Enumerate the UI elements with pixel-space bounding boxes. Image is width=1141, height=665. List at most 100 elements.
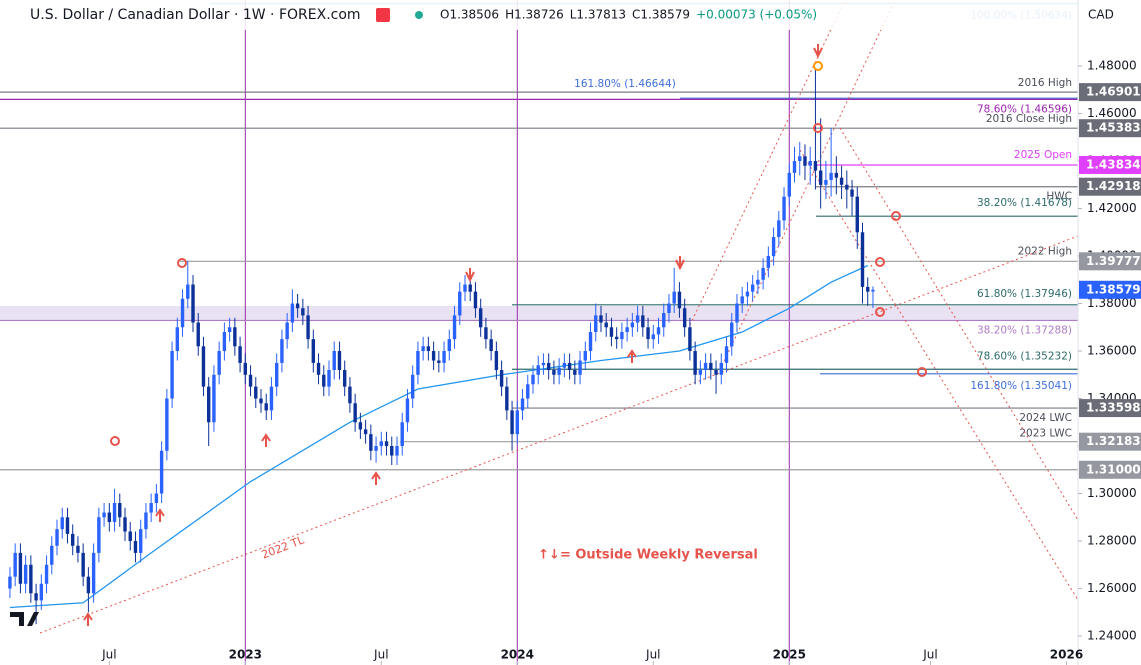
candle-body — [656, 327, 661, 335]
level-label: 2016 Close High — [986, 113, 1072, 125]
trendline — [839, 127, 1079, 521]
candle-body — [860, 232, 865, 287]
candle-body — [295, 303, 300, 309]
candle-body — [118, 503, 122, 518]
candle-body — [599, 315, 603, 323]
candle-body — [254, 386, 258, 399]
candle-body — [264, 403, 268, 411]
candle-body — [761, 267, 765, 280]
candle-body — [792, 161, 797, 173]
candle-body — [625, 327, 629, 333]
x-tick-label: 2024 — [501, 648, 534, 662]
candle-body — [128, 531, 132, 542]
candle-body — [159, 450, 164, 494]
level-label: 161.80% (1.46644) — [574, 78, 676, 90]
candle-body — [714, 370, 718, 375]
candle-body — [442, 351, 446, 363]
price-box-label: 1.46901 — [1086, 85, 1141, 99]
level-label: 2016 High — [1018, 77, 1072, 89]
candle-body — [515, 410, 519, 435]
candle-body — [688, 327, 692, 352]
candle-body — [112, 503, 117, 523]
candle-body — [510, 410, 514, 435]
candle-body — [834, 172, 839, 178]
currency[interactable]: CAD — [1088, 8, 1114, 22]
candle-body — [777, 220, 781, 238]
candle-body — [866, 286, 870, 292]
candle-body — [468, 284, 472, 292]
level-label: 78.60% (1.46596) — [977, 103, 1072, 115]
candle-body — [447, 339, 451, 352]
price-box-label: 1.32183 — [1086, 434, 1141, 448]
price-box — [1079, 155, 1141, 174]
candle-body — [65, 517, 70, 534]
candle-body — [709, 362, 713, 371]
candle-body — [416, 351, 420, 375]
x-tick-label: 2023 — [229, 648, 262, 662]
candle-body — [39, 583, 44, 601]
quote-value: H1.38726 — [505, 8, 564, 22]
candle-body — [505, 386, 509, 411]
trendline — [39, 235, 1079, 634]
candle-body — [71, 533, 75, 546]
candle-body — [44, 564, 49, 584]
candle-body — [452, 315, 457, 340]
candle-body — [274, 362, 279, 387]
logo — [10, 612, 39, 626]
candle-body — [405, 398, 410, 423]
candle-body — [583, 351, 587, 361]
candle-body — [489, 339, 493, 352]
candle-body — [243, 362, 248, 375]
candle-body — [410, 374, 415, 399]
candle-body — [81, 552, 85, 577]
candle-body — [682, 308, 687, 328]
candle-body — [238, 346, 242, 363]
y-tick-label: 1.28000 — [1087, 534, 1137, 548]
candle-body — [217, 351, 221, 375]
candle-body — [154, 493, 159, 504]
x-tick-label: Jul — [101, 648, 116, 662]
quote-value: +0.00073 (+0.05%) — [696, 8, 817, 22]
candle-body — [311, 339, 316, 363]
candle-body — [76, 545, 80, 553]
candle-body — [719, 362, 723, 375]
candle-body — [845, 184, 849, 190]
price-box — [1079, 399, 1141, 418]
price-box-label: 1.45383 — [1086, 121, 1141, 135]
quote-value: O1.38506 — [440, 8, 499, 22]
candle-body — [34, 593, 38, 601]
candle-body — [316, 362, 321, 375]
candle-body — [123, 517, 127, 532]
candle-body — [824, 180, 828, 185]
price-box-label: 1.31000 — [1086, 462, 1141, 476]
trendline — [799, 149, 1079, 601]
x-tick-label: Jul — [373, 648, 388, 662]
price-box-label: 1.42918 — [1086, 179, 1141, 193]
candle-body — [630, 322, 635, 328]
candle-body — [353, 403, 357, 423]
candle-body — [285, 322, 289, 340]
legend-note: ↑↓= Outside Weekly Reversal — [538, 548, 758, 563]
candle-body — [175, 327, 180, 352]
candle-body — [484, 327, 488, 340]
candle-body — [13, 552, 17, 577]
candle-body — [526, 384, 530, 399]
marker — [110, 436, 120, 446]
quote-value: C1.38579 — [632, 8, 690, 22]
candle-body — [23, 564, 28, 584]
candle-body — [771, 237, 776, 257]
x-tick-label: Jul — [922, 648, 937, 662]
candle-body — [233, 327, 237, 347]
candle-body — [646, 327, 650, 340]
marker — [917, 367, 927, 377]
candle-body — [248, 374, 253, 387]
candle-body — [730, 322, 734, 347]
price-box — [1079, 119, 1141, 138]
candle-body — [395, 446, 399, 456]
candle-body — [269, 386, 274, 411]
candle-body — [520, 398, 525, 411]
candle-body — [871, 289, 875, 292]
flag — [376, 8, 390, 22]
